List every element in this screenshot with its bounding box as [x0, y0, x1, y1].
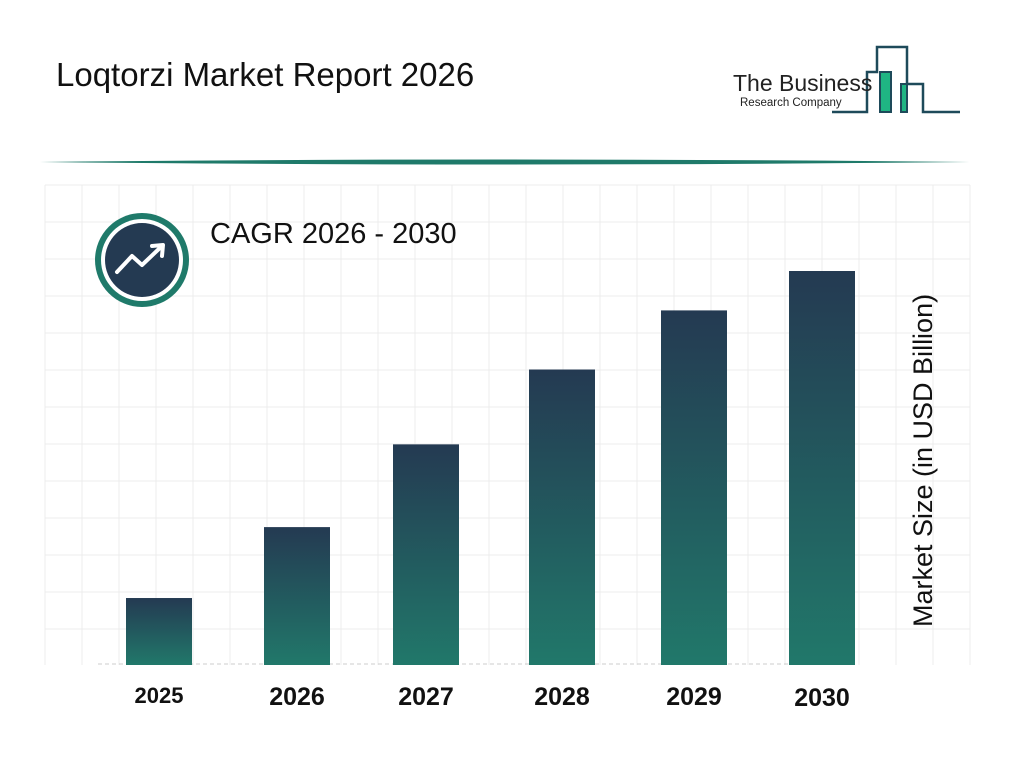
- cagr-badge: [95, 213, 189, 307]
- bar-2026: [264, 527, 330, 665]
- x-tick-label: 2030: [794, 684, 850, 712]
- logo-buildings-icon: [832, 45, 960, 114]
- bar-2028: [529, 369, 595, 665]
- logo-text-line1: The Business: [733, 70, 873, 96]
- logo-text-line2: Research Company: [740, 97, 842, 109]
- bar-2029: [661, 310, 727, 665]
- x-tick-label: 2025: [135, 683, 184, 708]
- x-tick-label: 2026: [269, 683, 325, 711]
- x-tick-label: 2028: [534, 683, 590, 711]
- x-tick-label: 2029: [666, 683, 722, 711]
- header-divider: [40, 159, 970, 165]
- cagr-label: CAGR 2026 - 2030: [210, 218, 457, 250]
- company-logo: The Business Research Company: [720, 40, 970, 120]
- bar-2027: [393, 444, 459, 665]
- y-axis-label: Market Size (in USD Billion): [908, 293, 938, 627]
- page-title: Loqtorzi Market Report 2026: [56, 56, 475, 93]
- bar-2030: [789, 271, 855, 665]
- bar-2025: [126, 598, 192, 665]
- x-tick-label: 2027: [398, 683, 454, 711]
- trend-up-icon: [115, 243, 165, 274]
